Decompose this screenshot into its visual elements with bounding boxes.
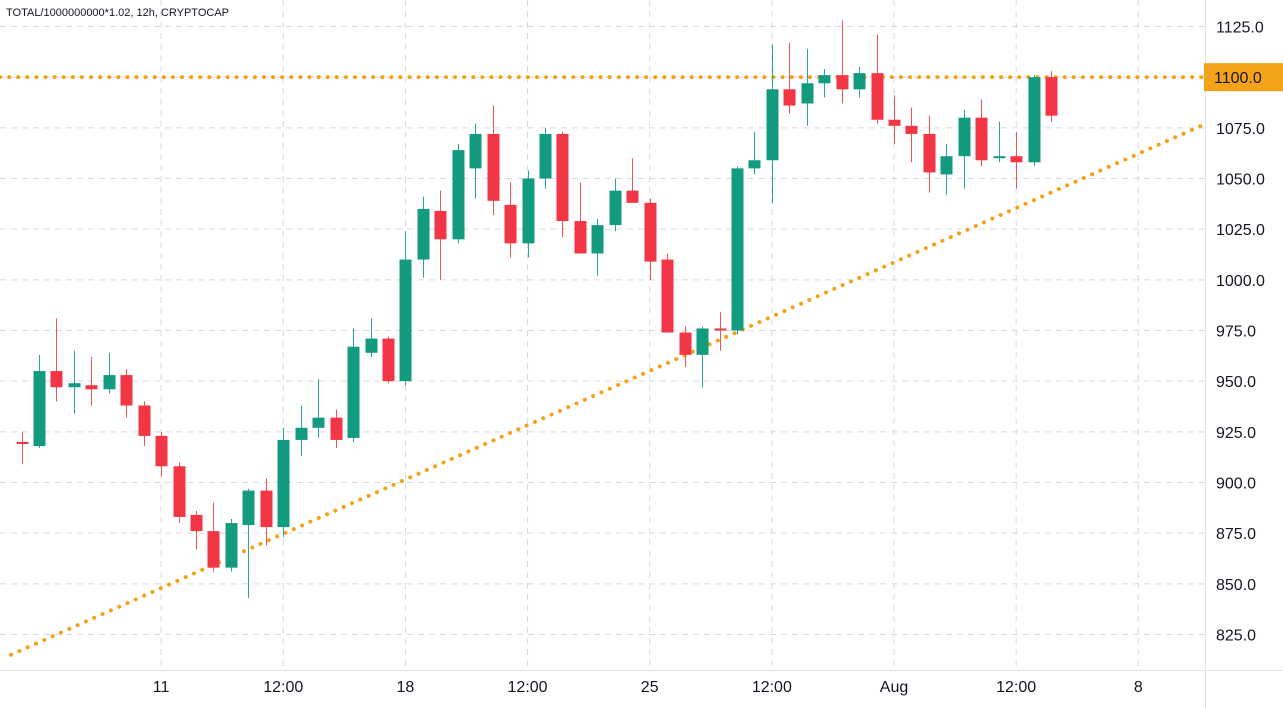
candle-body [50, 371, 63, 388]
y-tick-label: 850.0 [1216, 577, 1256, 594]
y-tick-label: 825.0 [1216, 628, 1256, 645]
candle-body [731, 168, 744, 331]
candle-body [905, 125, 918, 134]
candle-body [417, 208, 430, 260]
candle-body [679, 332, 692, 355]
y-tick-label: 1050.0 [1216, 172, 1265, 189]
candle-body [801, 83, 814, 104]
x-tick-label: 12:00 [263, 679, 303, 696]
candle-body [1010, 156, 1023, 163]
candle-body [940, 156, 953, 175]
candle-body [260, 490, 273, 528]
y-tick-label: 1000.0 [1216, 273, 1265, 290]
candle-body [644, 202, 657, 262]
candle-body [609, 190, 622, 226]
candle-body [347, 346, 360, 438]
y-tick-label: 950.0 [1216, 374, 1256, 391]
x-tick-label: 12:00 [508, 679, 548, 696]
candle-body [556, 133, 569, 222]
candle-body [574, 221, 587, 254]
candle-body [207, 531, 220, 568]
candle-body [85, 385, 98, 390]
candle-body [487, 133, 500, 201]
candle-body [33, 371, 46, 447]
candle-body [190, 514, 203, 532]
candle-body [155, 435, 168, 467]
candle-body [766, 89, 779, 161]
candle-body [16, 441, 29, 444]
candle-body [242, 490, 255, 526]
x-tick-label: 12:00 [752, 679, 792, 696]
candle-body [365, 338, 378, 353]
candle-body [312, 417, 325, 428]
candle-body [138, 405, 151, 436]
candle-body [522, 178, 535, 244]
candle-body [1028, 77, 1041, 163]
candle-body [1045, 77, 1058, 116]
candle-body [626, 190, 639, 203]
y-tick-label: 925.0 [1216, 425, 1256, 442]
candle-body [818, 75, 831, 84]
candle-body [696, 328, 709, 355]
candle-body [714, 328, 727, 331]
candle-body [871, 73, 884, 120]
candle-body [539, 133, 552, 179]
x-tick-label: Aug [880, 679, 908, 696]
y-tick-label: 1125.0 [1216, 20, 1264, 37]
candle-body [399, 259, 412, 382]
x-tick-label: 11 [153, 679, 170, 696]
candle-body [452, 150, 465, 240]
candle-body [277, 439, 290, 528]
candle-body [853, 73, 866, 90]
candle-body [661, 259, 674, 333]
y-tick-label: 875.0 [1216, 526, 1256, 543]
candle-body [591, 225, 604, 254]
y-tick-label: 1025.0 [1216, 222, 1265, 239]
x-tick-label: 8 [1134, 679, 1143, 696]
candle-body [173, 466, 186, 517]
candle-body [836, 75, 849, 90]
candle-body [958, 117, 971, 157]
candle-body [330, 417, 343, 440]
y-tick-label: 975.0 [1216, 324, 1256, 341]
y-tick-label: 900.0 [1216, 476, 1256, 493]
candle-body [748, 160, 761, 169]
y-tick-label: 1075.0 [1216, 121, 1265, 138]
candle-body [68, 383, 81, 388]
level-price-label: 1100.0 [1214, 70, 1262, 87]
candle-body [783, 89, 796, 106]
candle-body [923, 133, 936, 173]
x-tick-label: 18 [397, 679, 415, 696]
candle-body [225, 523, 238, 568]
candle-body [434, 210, 447, 240]
candle-body [295, 427, 308, 440]
candle-body [382, 338, 395, 382]
x-tick-label: 25 [641, 679, 659, 696]
candle-body [103, 375, 116, 390]
candle-body [993, 156, 1006, 159]
support-trendline [9, 123, 1204, 657]
candle-body [504, 204, 517, 244]
x-tick-label: 12:00 [996, 679, 1036, 696]
candle-body [888, 119, 901, 126]
candle-body [469, 133, 482, 169]
candle-body [120, 375, 133, 406]
level-price-label-box [1204, 63, 1283, 92]
chart-title: TOTAL/1000000000*1.02, 12h, CRYPTOCAP [6, 7, 229, 19]
candle-body [975, 117, 988, 161]
